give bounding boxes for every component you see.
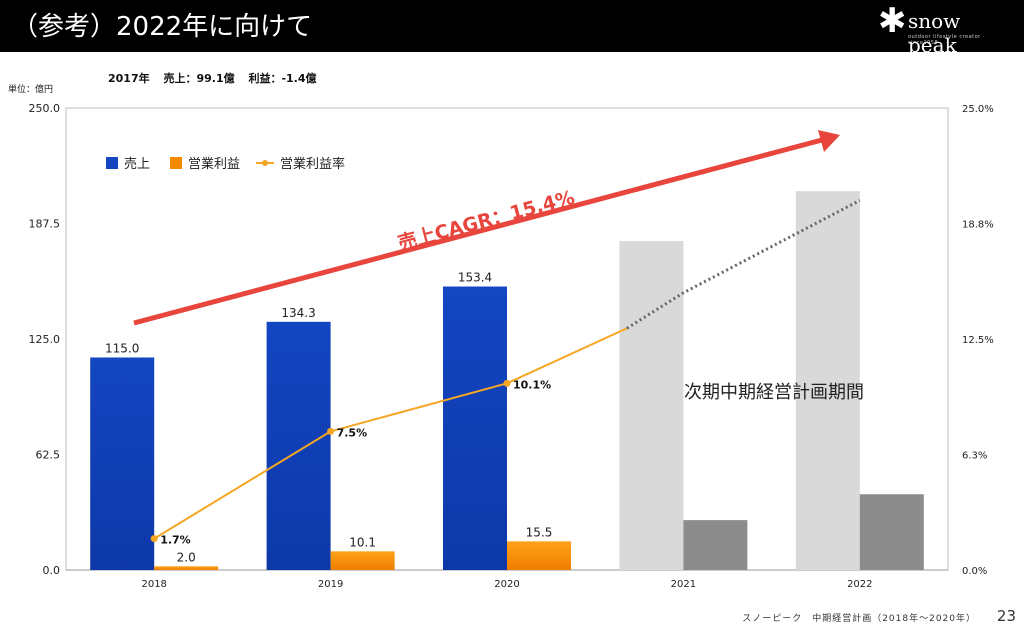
profit-data-label: 2.0 bbox=[177, 550, 196, 564]
profit-bar bbox=[507, 541, 571, 570]
plan-period-label: 次期中期経営計画期間 bbox=[684, 382, 864, 403]
y2-tick-label: 0.0% bbox=[962, 566, 987, 577]
x-tick-label: 2020 bbox=[494, 579, 519, 590]
rate-data-label: 10.1% bbox=[513, 378, 551, 391]
rate-point bbox=[327, 427, 335, 435]
legend-swatch-rate-dot bbox=[262, 160, 268, 166]
y-tick-label: 62.5 bbox=[36, 449, 61, 462]
page-title: （参考）2022年に向けて bbox=[12, 12, 313, 42]
profit-data-label: 15.5 bbox=[526, 525, 553, 539]
rate-point bbox=[150, 535, 158, 543]
legend-label-sales: 売上 bbox=[124, 156, 150, 172]
sales-data-label: 115.0 bbox=[105, 341, 139, 355]
legend-swatch-profit bbox=[170, 157, 182, 169]
legend-swatch-sales bbox=[106, 157, 118, 169]
sales-bar bbox=[443, 286, 507, 570]
plan-sales-bar bbox=[619, 241, 684, 570]
header-bar: （参考）2022年に向けて ✱ snow peak outdoor lifest… bbox=[0, 0, 1024, 57]
y-tick-label: 187.5 bbox=[29, 218, 61, 231]
plan-profit-bar bbox=[683, 520, 748, 570]
rate-plan-line bbox=[626, 199, 861, 330]
y2-tick-label: 18.8% bbox=[962, 220, 994, 231]
rate-data-label: 1.7% bbox=[160, 534, 191, 547]
x-tick-label: 2021 bbox=[671, 579, 696, 590]
snow-peak-logo: ✱ snow peak outdoor lifestyle creator · … bbox=[878, 1, 1008, 57]
footer-text: スノーピーク 中期経営計画（2018年～2020年） bbox=[742, 614, 976, 624]
sales-bar bbox=[90, 357, 155, 570]
profit-data-label: 10.1 bbox=[349, 535, 376, 549]
sales-bar bbox=[266, 321, 331, 570]
logo-tagline: outdoor lifestyle creator · since1958 bbox=[908, 34, 985, 46]
rate-line bbox=[153, 327, 628, 540]
note-sales: 売上：99.1億 bbox=[163, 72, 235, 85]
plan-profit-bar bbox=[859, 494, 924, 570]
plan-sales-bar bbox=[795, 191, 860, 570]
sales-data-label: 134.3 bbox=[281, 306, 315, 320]
y2-tick-label: 6.3% bbox=[962, 451, 987, 462]
legend-label-profit: 営業利益 bbox=[188, 156, 240, 172]
legend-label-rate: 営業利益率 bbox=[280, 156, 345, 172]
note-2017: 2017年 売上：99.1億 利益：-1.4億 bbox=[108, 70, 327, 86]
y-tick-label: 0.0 bbox=[43, 564, 61, 577]
x-tick-label: 2019 bbox=[318, 579, 343, 590]
unit-label: 単位：億円 bbox=[8, 85, 54, 95]
cagr-label: 売上CAGR：15.4% bbox=[395, 186, 577, 255]
rate-data-label: 7.5% bbox=[337, 426, 368, 439]
cagr-arrow-head bbox=[818, 130, 840, 152]
x-tick-label: 2022 bbox=[847, 579, 872, 590]
profit-bar bbox=[154, 566, 219, 570]
note-profit: 利益：-1.4億 bbox=[248, 72, 317, 85]
snowflake-icon: ✱ bbox=[878, 1, 907, 41]
cagr-arrow-line bbox=[133, 137, 823, 326]
y-tick-label: 125.0 bbox=[29, 333, 61, 346]
logo-name: snow peak bbox=[908, 9, 961, 57]
sales-data-label: 153.4 bbox=[458, 271, 492, 285]
page-number: 23 bbox=[996, 607, 1016, 625]
profit-bar bbox=[330, 551, 395, 570]
y2-tick-label: 25.0% bbox=[962, 104, 994, 115]
rate-point bbox=[503, 379, 511, 387]
note-year: 2017年 bbox=[108, 72, 150, 85]
y2-tick-label: 12.5% bbox=[962, 335, 994, 346]
x-tick-label: 2018 bbox=[141, 579, 166, 590]
y-tick-label: 250.0 bbox=[29, 102, 61, 115]
